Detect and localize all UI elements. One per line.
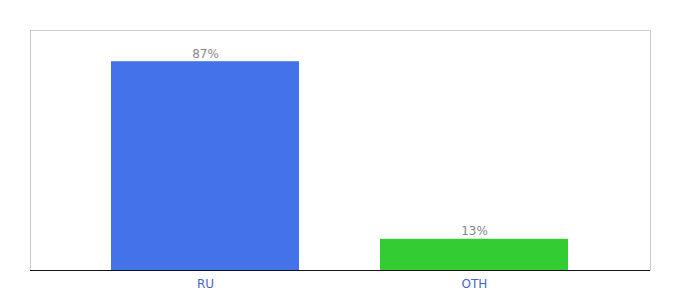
svg-text:RU: RU: [197, 277, 214, 291]
svg-text:13%: 13%: [461, 224, 488, 238]
svg-text:87%: 87%: [192, 47, 219, 61]
svg-text:OTH: OTH: [462, 277, 488, 291]
